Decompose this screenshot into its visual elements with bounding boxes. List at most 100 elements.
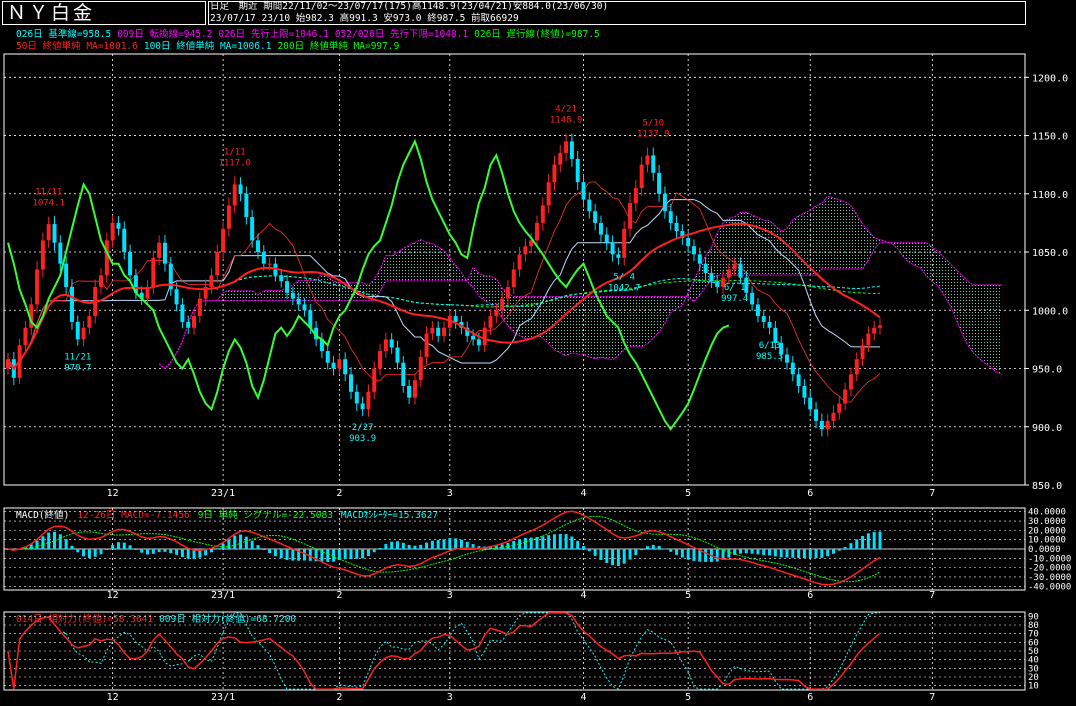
macd-histogram-bar [849, 543, 853, 549]
candle-body [128, 252, 133, 276]
candle-body [569, 141, 574, 159]
macd-histogram-bar [779, 549, 783, 558]
macd-histogram-bar [111, 544, 115, 549]
candle-body [325, 351, 330, 363]
candle-body [750, 292, 755, 305]
candle-body [709, 272, 714, 282]
candle-body [308, 310, 313, 328]
macd_legend-3: MACDｵｼﾚｰﾀｰ=15.3627 [340, 510, 439, 521]
rsi-y-tick-5: 60 [1028, 638, 1039, 648]
rsi-legend: 014日 相対力(終値)=58.3641 009日 相対力(終値)=68.7200 [16, 614, 302, 626]
macd-histogram-bar [349, 549, 353, 559]
candle-body [133, 275, 138, 293]
macd-histogram-bar [593, 549, 597, 556]
macd-histogram-bar [343, 549, 347, 560]
candle-body [197, 298, 202, 317]
macd-histogram-bar [634, 549, 638, 556]
macd-histogram-bar [221, 543, 225, 549]
candle-body [418, 356, 423, 381]
macd-histogram-bar [477, 546, 481, 549]
candle-body [104, 240, 109, 276]
macd-histogram-bar [616, 549, 620, 567]
rsi_legend-0: 014日 相対力(終値)=58.3641 [16, 614, 154, 625]
candle-body [831, 412, 836, 421]
candle-body [680, 231, 685, 239]
candle-body [575, 158, 580, 183]
kijun-line [7, 199, 880, 370]
x-tick-label-3-1: 3 [447, 590, 453, 601]
macd-histogram-bar [128, 545, 132, 549]
candle-body [412, 380, 417, 398]
candle-body [64, 263, 69, 287]
macd-histogram-bar [797, 549, 801, 558]
macd-histogram-bar [192, 549, 196, 560]
rsi-y-tick-8: 90 [1028, 612, 1039, 622]
macd-histogram-bar [326, 549, 330, 562]
annotation-date-0: 11/11 [35, 188, 62, 198]
candle-body [250, 217, 255, 241]
macd-histogram-bar [872, 531, 876, 549]
macd-histogram-bar [454, 538, 458, 549]
macd-histogram-bar [314, 549, 318, 562]
macd-histogram-bar [547, 535, 551, 549]
candle-body [157, 242, 162, 258]
candle-body [773, 327, 778, 343]
macd-histogram-bar [523, 537, 527, 549]
macd-histogram-bar [500, 544, 504, 549]
macd-histogram-bar [494, 545, 498, 549]
rsi-y-tick-6: 70 [1028, 630, 1039, 640]
chikou-line [7, 138, 730, 431]
macd-histogram-bar [35, 540, 39, 549]
price-y-tick-6: 1150.0 [1032, 132, 1068, 143]
macd-histogram-bar [552, 534, 556, 549]
candle-body [558, 153, 563, 165]
candle-body [203, 286, 208, 299]
macd-histogram-bar [390, 541, 394, 549]
candle-body [622, 228, 627, 258]
candle-body [488, 316, 493, 328]
candle-body [40, 240, 45, 270]
instrument-title: ＮＹ白金 [2, 1, 206, 25]
macd_legend-1: 12-26日 MACD=-7.1456 [77, 510, 190, 521]
candle-body [639, 164, 644, 188]
legend_row1-4: 026日 遅行線(終値)=987.5 [474, 29, 600, 40]
annotation-value-7: 997.4 [721, 294, 748, 304]
candle-body [715, 281, 720, 287]
legend_row2-2: 200日 終値単純 MA=997.9 [277, 41, 400, 52]
candle-body [744, 277, 749, 293]
macd-histogram-bar [53, 531, 57, 549]
macd-histogram-bar [29, 544, 33, 549]
macd-histogram-bar [215, 548, 219, 550]
candle-body [540, 205, 545, 223]
macd-histogram-bar [23, 546, 27, 549]
candle-body [407, 385, 412, 398]
candle-body [389, 339, 394, 348]
macd-histogram-bar [337, 549, 341, 561]
candle-body [319, 339, 324, 352]
rsi-y-tick-2: 30 [1028, 664, 1039, 674]
x-tick-label-2-1: 2 [336, 590, 342, 601]
macd-histogram-bar [157, 549, 161, 553]
macd-histogram-bar [506, 542, 510, 549]
last-info: 23/07/17 23/10 始982.3 高991.3 安973.0 終987… [210, 13, 519, 24]
candle-body [564, 141, 569, 154]
macd-histogram-bar [355, 549, 359, 559]
x-tick-label-7-2: 7 [929, 692, 935, 703]
candle-body [645, 155, 650, 165]
macd-histogram-bar [244, 536, 248, 549]
macd-histogram-bar [489, 546, 493, 549]
candle-body [296, 298, 301, 305]
annotation-date-5: 5/10 [642, 118, 664, 128]
macd-histogram-bar [686, 549, 690, 560]
annotation-date-2: 1/11 [224, 148, 246, 158]
macd-histogram-bar [425, 542, 429, 549]
x-tick-label-7-0: 7 [929, 488, 935, 499]
candle-body [604, 234, 609, 243]
x-tick-label-3-0: 3 [447, 488, 453, 499]
candle-body [872, 327, 877, 334]
candle-body [23, 327, 28, 346]
rsi-y-tick-4: 50 [1028, 647, 1039, 657]
macd-histogram-bar [605, 549, 609, 563]
macd-histogram-bar [186, 549, 190, 559]
macd-histogram-bar [768, 549, 772, 556]
